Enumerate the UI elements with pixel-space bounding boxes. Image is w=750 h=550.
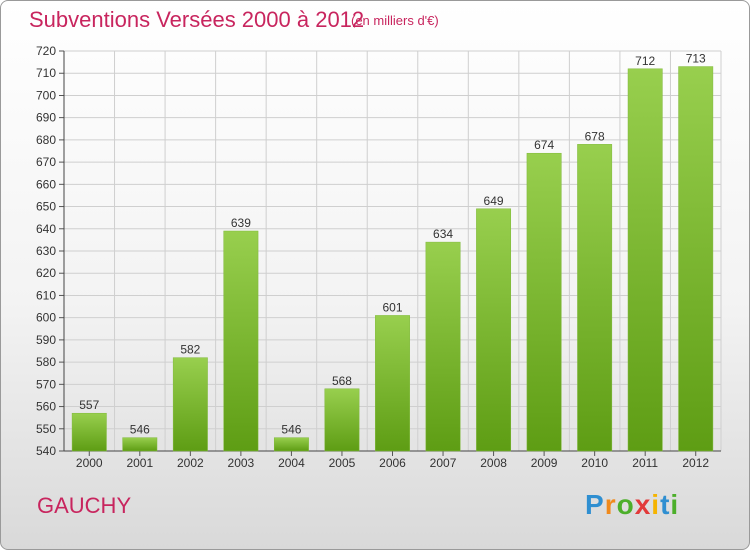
logo-letter: i xyxy=(651,489,661,520)
x-tick-label: 2000 xyxy=(76,456,103,470)
bar xyxy=(375,315,410,452)
data-label: 582 xyxy=(180,343,200,357)
bar xyxy=(223,230,259,452)
bar xyxy=(678,66,714,452)
bar xyxy=(627,68,663,452)
y-tick-label: 600 xyxy=(36,311,56,325)
chart-subtitle: (en milliers d'€) xyxy=(351,13,439,28)
data-label: 568 xyxy=(332,374,352,388)
proxiti-logo: Proxiti xyxy=(585,489,679,521)
data-label: 674 xyxy=(534,138,554,152)
y-tick-label: 560 xyxy=(36,400,56,414)
x-tick-label: 2003 xyxy=(228,456,255,470)
bar xyxy=(526,152,562,452)
x-tick-label: 2008 xyxy=(480,456,507,470)
logo-letter: x xyxy=(634,489,652,520)
bars xyxy=(71,66,714,452)
logo-letter: t xyxy=(660,489,671,520)
y-tick-label: 610 xyxy=(36,288,56,302)
data-label: 678 xyxy=(585,129,605,143)
x-tick-label: 2006 xyxy=(379,456,406,470)
value-labels: 557 546 582 639 546 568 601 634 649 674 678 712 713 xyxy=(79,52,706,437)
bar xyxy=(122,437,158,452)
y-tick-label: 670 xyxy=(36,155,56,169)
data-label: 546 xyxy=(281,423,301,437)
logo-letter: P xyxy=(585,489,605,520)
chart-title: Subventions Versées 2000 à 2012 xyxy=(29,7,365,32)
bar xyxy=(425,241,461,452)
x-tick-label: 2011 xyxy=(632,456,658,470)
commune-name: GAUCHY xyxy=(37,493,132,518)
y-tick-label: 540 xyxy=(36,444,56,458)
y-tick-label: 620 xyxy=(36,266,56,280)
bar xyxy=(577,144,613,452)
logo-letter: o xyxy=(616,489,635,520)
y-tick-label: 690 xyxy=(36,111,56,125)
y-tick-label: 570 xyxy=(36,377,56,391)
x-tick-label: 2005 xyxy=(329,456,356,470)
data-label: 713 xyxy=(686,52,706,66)
x-tick-label: 2009 xyxy=(531,456,558,470)
y-tick-label: 660 xyxy=(36,177,56,191)
y-tick-label: 640 xyxy=(36,222,56,236)
x-tick-label: 2001 xyxy=(126,456,153,470)
y-tick-label: 680 xyxy=(36,133,56,147)
data-label: 546 xyxy=(130,423,150,437)
x-tick-label: 2007 xyxy=(430,456,457,470)
data-label: 712 xyxy=(635,54,655,68)
logo-letter: r xyxy=(604,489,617,520)
y-tick-label: 720 xyxy=(36,44,56,58)
bar xyxy=(172,357,208,452)
y-tick-label: 650 xyxy=(36,200,56,214)
bar xyxy=(476,208,512,452)
bar xyxy=(71,412,107,452)
bar xyxy=(273,437,309,452)
x-tick-label: 2004 xyxy=(278,456,305,470)
data-label: 639 xyxy=(231,216,251,230)
y-tick-label: 590 xyxy=(36,333,56,347)
y-tick-label: 580 xyxy=(36,355,56,369)
y-tick-label: 710 xyxy=(36,66,56,80)
bar xyxy=(324,388,360,452)
data-label: 601 xyxy=(382,300,402,314)
x-tick-label: 2010 xyxy=(581,456,608,470)
y-tick-label: 630 xyxy=(36,244,56,258)
data-label: 634 xyxy=(433,227,453,241)
axes: 540 550 560 570 580 590 600 610 620 630 640 650 660 6… xyxy=(36,44,721,470)
x-tick-label: 2002 xyxy=(177,456,204,470)
logo-letter: i xyxy=(670,489,680,520)
y-tick-label: 700 xyxy=(36,88,56,102)
y-tick-label: 550 xyxy=(36,422,56,436)
data-label: 649 xyxy=(484,194,504,208)
x-tick-label: 2012 xyxy=(682,456,709,470)
data-label: 557 xyxy=(79,398,99,412)
